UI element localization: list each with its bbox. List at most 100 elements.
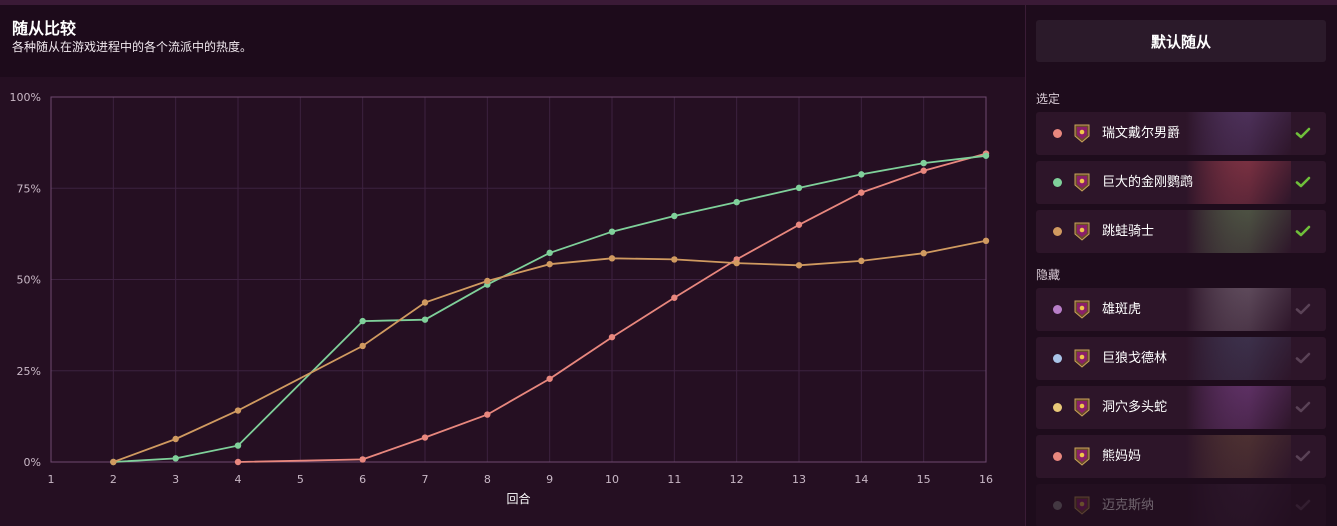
data-point — [421, 316, 429, 323]
minion-name: 巨狼戈德林 — [1102, 351, 1168, 366]
minion-art-fade — [1186, 112, 1291, 155]
checkmark-icon[interactable] — [1294, 124, 1312, 142]
data-point — [484, 277, 491, 285]
series-line-2 — [113, 154, 987, 463]
minion-art-fade — [1186, 484, 1291, 526]
minion-name: 熊妈妈 — [1102, 449, 1142, 464]
checkmark-icon[interactable] — [1294, 447, 1312, 465]
data-point — [671, 294, 678, 301]
tier-shield-icon — [1074, 300, 1090, 319]
hidden-section-label: 隐藏 — [1036, 268, 1061, 282]
x-tick-label: 6 — [359, 473, 366, 486]
checkmark-icon[interactable] — [1294, 173, 1312, 191]
data-point — [359, 456, 366, 463]
selected-section-label: 选定 — [1036, 92, 1061, 106]
series-color-dot — [1053, 178, 1062, 187]
data-point — [608, 333, 616, 341]
data-point — [608, 228, 616, 235]
data-point — [546, 249, 553, 257]
minion-row[interactable]: 雄斑虎 — [1036, 288, 1326, 331]
minion-row[interactable]: 巨大的金刚鹦鹉 — [1036, 161, 1326, 204]
y-tick-label: 0% — [24, 456, 41, 469]
minion-row[interactable]: 洞穴多头蛇 — [1036, 386, 1326, 429]
series-color-dot — [1053, 452, 1062, 461]
data-point — [920, 250, 927, 257]
x-tick-label: 15 — [917, 473, 931, 486]
page-title: 随从比较 — [12, 19, 77, 38]
data-point — [982, 152, 990, 159]
data-point — [172, 435, 179, 443]
minion-art-fade — [1186, 386, 1291, 429]
x-tick-label: 5 — [297, 473, 304, 486]
data-point — [234, 458, 242, 466]
series-color-dot — [1053, 305, 1062, 314]
data-point — [359, 342, 366, 350]
minion-row[interactable]: 迈克斯纳 — [1036, 484, 1326, 526]
data-point — [172, 455, 179, 462]
data-point — [421, 299, 429, 306]
checkmark-icon[interactable] — [1294, 222, 1312, 240]
checkmark-icon[interactable] — [1294, 398, 1312, 416]
minion-name: 跳蛙骑士 — [1102, 224, 1155, 239]
series-color-dot — [1053, 227, 1062, 236]
minion-sidebar: 默认随从 选定 瑞文戴尔男爵 巨大的金刚鹦鹉跳蛙骑士 隐藏 雄斑虎巨狼戈德林洞穴多… — [1026, 5, 1337, 526]
data-point — [234, 442, 242, 449]
minion-art-image — [1186, 484, 1291, 526]
data-point — [733, 259, 740, 267]
data-point — [858, 171, 865, 178]
tier-shield-icon — [1074, 124, 1090, 143]
data-point — [608, 255, 616, 262]
minion-row[interactable]: 巨狼戈德林 — [1036, 337, 1326, 380]
chart-area: 0% 25% 50% 75% 100% 1 2 3 4 5 6 7 8 9 10 11 12 13 14 15 16 回合 — [0, 77, 1025, 526]
minion-art-fade — [1186, 337, 1291, 380]
data-point — [795, 221, 803, 228]
data-point — [234, 407, 242, 414]
minion-row[interactable]: 瑞文戴尔男爵 — [1036, 112, 1326, 155]
minion-row[interactable]: 跳蛙骑士 — [1036, 210, 1326, 253]
data-point — [546, 375, 553, 382]
x-tick-label: 11 — [667, 473, 681, 486]
minion-row[interactable]: 熊妈妈 — [1036, 435, 1326, 478]
minion-name: 洞穴多头蛇 — [1102, 400, 1168, 415]
top-accent-bar — [0, 0, 1337, 5]
data-point — [110, 458, 117, 466]
minion-art-fade — [1186, 288, 1291, 331]
x-tick-label: 10 — [605, 473, 619, 486]
default-minions-button[interactable]: 默认随从 — [1036, 20, 1326, 62]
tier-shield-icon — [1074, 173, 1090, 192]
x-tick-label: 4 — [235, 473, 242, 486]
minion-art-fade — [1186, 210, 1291, 253]
data-point — [982, 237, 990, 245]
x-tick-label: 7 — [422, 473, 429, 486]
x-tick-label: 16 — [979, 473, 993, 486]
data-point — [858, 189, 865, 196]
checkmark-icon[interactable] — [1294, 349, 1312, 367]
x-tick-label: 8 — [484, 473, 491, 486]
tier-shield-icon — [1074, 222, 1090, 241]
x-tick-label: 3 — [172, 473, 179, 486]
minion-art-fade — [1186, 161, 1291, 204]
checkmark-icon[interactable] — [1294, 300, 1312, 318]
series-color-dot — [1053, 354, 1062, 363]
series-line-3 — [112, 239, 987, 463]
tier-shield-icon — [1074, 398, 1090, 417]
minion-art-fade — [1186, 435, 1291, 478]
page-subtitle: 各种随从在游戏进程中的各个流派中的热度。 — [12, 40, 253, 54]
y-tick-label: 75% — [17, 182, 41, 195]
plot-frame — [50, 96, 987, 463]
x-tick-label: 2 — [110, 473, 117, 486]
data-point — [546, 260, 553, 268]
series-color-dot — [1053, 403, 1062, 412]
x-tick-label: 9 — [546, 473, 553, 486]
y-tick-label: 100% — [10, 91, 41, 104]
x-axis-label: 回合 — [506, 491, 530, 506]
minion-name: 雄斑虎 — [1102, 302, 1142, 317]
data-point — [795, 262, 803, 269]
checkmark-icon[interactable] — [1294, 496, 1312, 514]
chart-panel: 随从比较 各种随从在游戏进程中的各个流派中的热度。 0% 25% 50% 75% 100… — [0, 5, 1025, 526]
data-point — [733, 198, 740, 206]
y-tick-label: 50% — [17, 274, 41, 287]
tier-shield-icon — [1074, 496, 1090, 515]
series-color-dot — [1053, 501, 1062, 510]
